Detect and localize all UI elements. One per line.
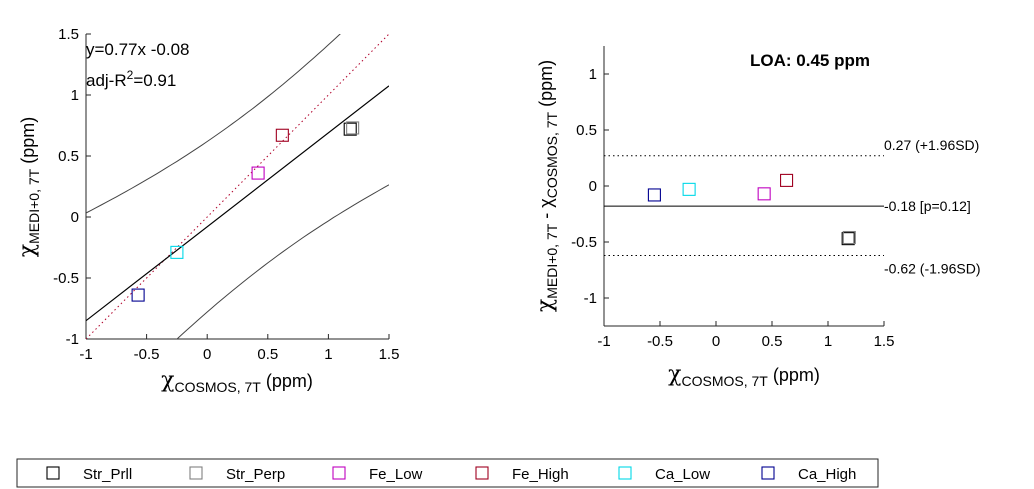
x-axis-label-part: (ppm): [261, 371, 313, 391]
data-point-str-prll: [841, 232, 855, 246]
data-point-fe-high: [275, 128, 289, 142]
y-axis-label-part: COSMOS, 7T: [544, 111, 560, 198]
legend-marker-fe-low: [332, 466, 346, 480]
y-axis-label-part: - χ: [536, 198, 556, 224]
bland-altman-plot: -1 -0.5 0 0.5 1 1.5 -1 -0.5 0 0.5 1 0.27 (+1.96SD) -…: [533, 46, 980, 389]
legend-entry-label: Str_Prll: [83, 466, 132, 483]
regression-plot: -1 -0.5 0 0.5 1 1.5 -1 -0.5 0 0.5 1 1.5 y=0.77x -0.0…: [15, 26, 400, 395]
y-tick-label: 0.5: [58, 148, 79, 165]
x-axis-label-part: (ppm): [768, 365, 820, 385]
x-tick-label: 0: [712, 333, 720, 350]
confidence-band-upper: [86, 34, 341, 214]
y-tick-label: -0.5: [571, 234, 597, 251]
y-axis-label-part: χ: [15, 244, 40, 257]
data-point-fe-low: [251, 166, 265, 180]
x-axis-label-part: COSMOS, 7T: [681, 373, 768, 389]
x-tick-label: 0.5: [762, 333, 783, 350]
data-point-ca-low: [170, 245, 184, 259]
y-axis-label: χMEDI+0, 7T (ppm): [15, 117, 42, 257]
x-tick-label: 1.5: [379, 346, 400, 363]
x-axis-label: χCOSMOS, 7T (ppm): [668, 362, 820, 389]
legend-entry-label: Ca_Low: [655, 466, 710, 483]
legend-entry-label: Fe_Low: [369, 466, 423, 483]
r2-prefix: adj-R: [86, 71, 127, 90]
y-tick-label: -0.5: [53, 270, 79, 287]
reference-line-label: 0.27 (+1.96SD): [884, 137, 979, 153]
legend-entry-label: Fe_High: [512, 466, 569, 483]
x-tick-label: 1: [824, 333, 832, 350]
data-point-str-perp: [346, 121, 360, 135]
confidence-band-lower: [176, 184, 389, 339]
x-axis-label-part: χ: [668, 362, 681, 387]
data-point-str-perp: [842, 230, 856, 245]
x-tick-label: 0: [203, 346, 211, 363]
data-point-ca-high: [131, 288, 145, 302]
x-tick-label: -0.5: [134, 346, 160, 363]
x-axis-label: χCOSMOS, 7T (ppm): [161, 368, 313, 395]
legend-marker-ca-low: [618, 466, 632, 480]
x-tick-label: 0.5: [257, 346, 278, 363]
y-tick-label: -1: [66, 331, 79, 348]
r2-value: =0.91: [133, 71, 176, 90]
chart-title: LOA: 0.45 ppm: [750, 51, 870, 70]
y-tick-label: 1: [71, 87, 79, 104]
legend-marker-fe-high: [475, 466, 489, 480]
data-point-str-prll: [343, 122, 357, 136]
legend-entry-label: Ca_High: [798, 466, 856, 483]
data-point-fe-high: [780, 173, 794, 187]
reference-line-label: -0.62 (-1.96SD): [884, 260, 980, 276]
y-axis-label-part: (ppm): [536, 60, 556, 112]
legend-marker-str-prll: [46, 466, 60, 480]
reference-line-label: -0.18 [p=0.12]: [884, 198, 971, 214]
legend-marker-ca-high: [761, 466, 775, 480]
legend-box: [16, 458, 879, 488]
x-tick-label: -1: [79, 346, 92, 363]
data-point-ca-high: [647, 188, 661, 202]
x-tick-label: 1: [324, 346, 332, 363]
data-point-ca-low: [682, 182, 696, 196]
y-axis-label-part: MEDI+0, 7T: [26, 168, 42, 244]
x-axis-label-part: COSMOS, 7T: [174, 379, 261, 395]
r2-annotation: adj-R2=0.91: [86, 68, 176, 90]
legend: Str_Prll Str_Perp Fe_Low Fe_High Ca_Low Ca_Hi…: [16, 458, 879, 488]
y-axis-label-part: (ppm): [18, 117, 38, 169]
plot-area-content: [86, 34, 389, 339]
y-tick-label: 0: [589, 178, 597, 195]
legend-marker-str-perp: [189, 466, 203, 480]
y-axis-label-part: χ: [533, 299, 558, 312]
y-tick-label: 1.5: [58, 26, 79, 43]
fit-line: [86, 85, 389, 322]
y-tick-label: -1: [584, 290, 597, 307]
y-tick-label: 0.5: [576, 122, 597, 139]
y-tick-label: 1: [589, 66, 597, 83]
equation-annotation: y=0.77x -0.08: [86, 40, 190, 59]
r2-sup: 2: [127, 68, 134, 82]
x-axis-label-part: χ: [161, 368, 174, 393]
x-tick-label: -0.5: [647, 333, 673, 350]
y-axis-label: χMEDI+0, 7T - χCOSMOS, 7T (ppm): [533, 60, 560, 312]
y-axis-label-part: MEDI+0, 7T: [544, 223, 560, 299]
x-tick-label: -1: [597, 333, 610, 350]
data-point-fe-low: [757, 187, 771, 201]
y-tick-label: 0: [71, 209, 79, 226]
x-tick-label: 1.5: [874, 333, 895, 350]
legend-entry-label: Str_Perp: [226, 466, 285, 483]
